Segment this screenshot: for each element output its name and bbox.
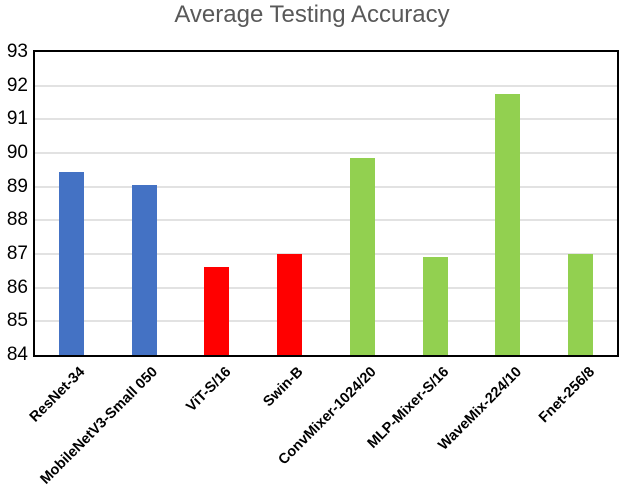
gridline — [35, 185, 617, 188]
y-tick-label: 90 — [6, 142, 28, 163]
gridline — [35, 84, 617, 87]
x-tick-label: ResNet-34 — [27, 364, 89, 426]
x-tick-label: Swin-B — [260, 364, 307, 411]
y-tick-label: 84 — [6, 344, 28, 365]
y-tick-label: 86 — [6, 276, 28, 298]
gridline — [35, 286, 617, 289]
plot-area — [33, 50, 619, 357]
bar-fnet-256-8 — [568, 254, 594, 355]
gridline — [35, 118, 617, 121]
bar-mlp-mixer-s-16 — [422, 257, 448, 355]
gridline — [35, 320, 617, 323]
x-tick-label: ViT-S/16 — [183, 364, 235, 416]
gridline — [35, 219, 617, 222]
bar-swin-b — [277, 254, 303, 355]
bar-resnet-34 — [58, 171, 84, 355]
y-tick-label: 85 — [6, 310, 28, 332]
y-tick-label: 92 — [6, 74, 28, 96]
gridline — [35, 253, 617, 255]
bar-mobilenetv3-small-050 — [131, 184, 157, 355]
bar-vit-s-16 — [204, 267, 230, 355]
bar-convmixer-1024-20 — [349, 158, 375, 355]
y-tick-label: 93 — [6, 41, 28, 62]
y-tick-label: 91 — [6, 108, 28, 130]
y-tick-label: 89 — [6, 175, 28, 197]
x-tick-label: Fnet-256/8 — [535, 364, 598, 427]
bar-wavemix-224-10 — [495, 94, 521, 355]
gridline — [35, 152, 617, 154]
y-tick-label: 88 — [6, 209, 28, 231]
chart-title: Average Testing Accuracy — [174, 1, 450, 28]
y-tick-label: 87 — [6, 243, 28, 264]
